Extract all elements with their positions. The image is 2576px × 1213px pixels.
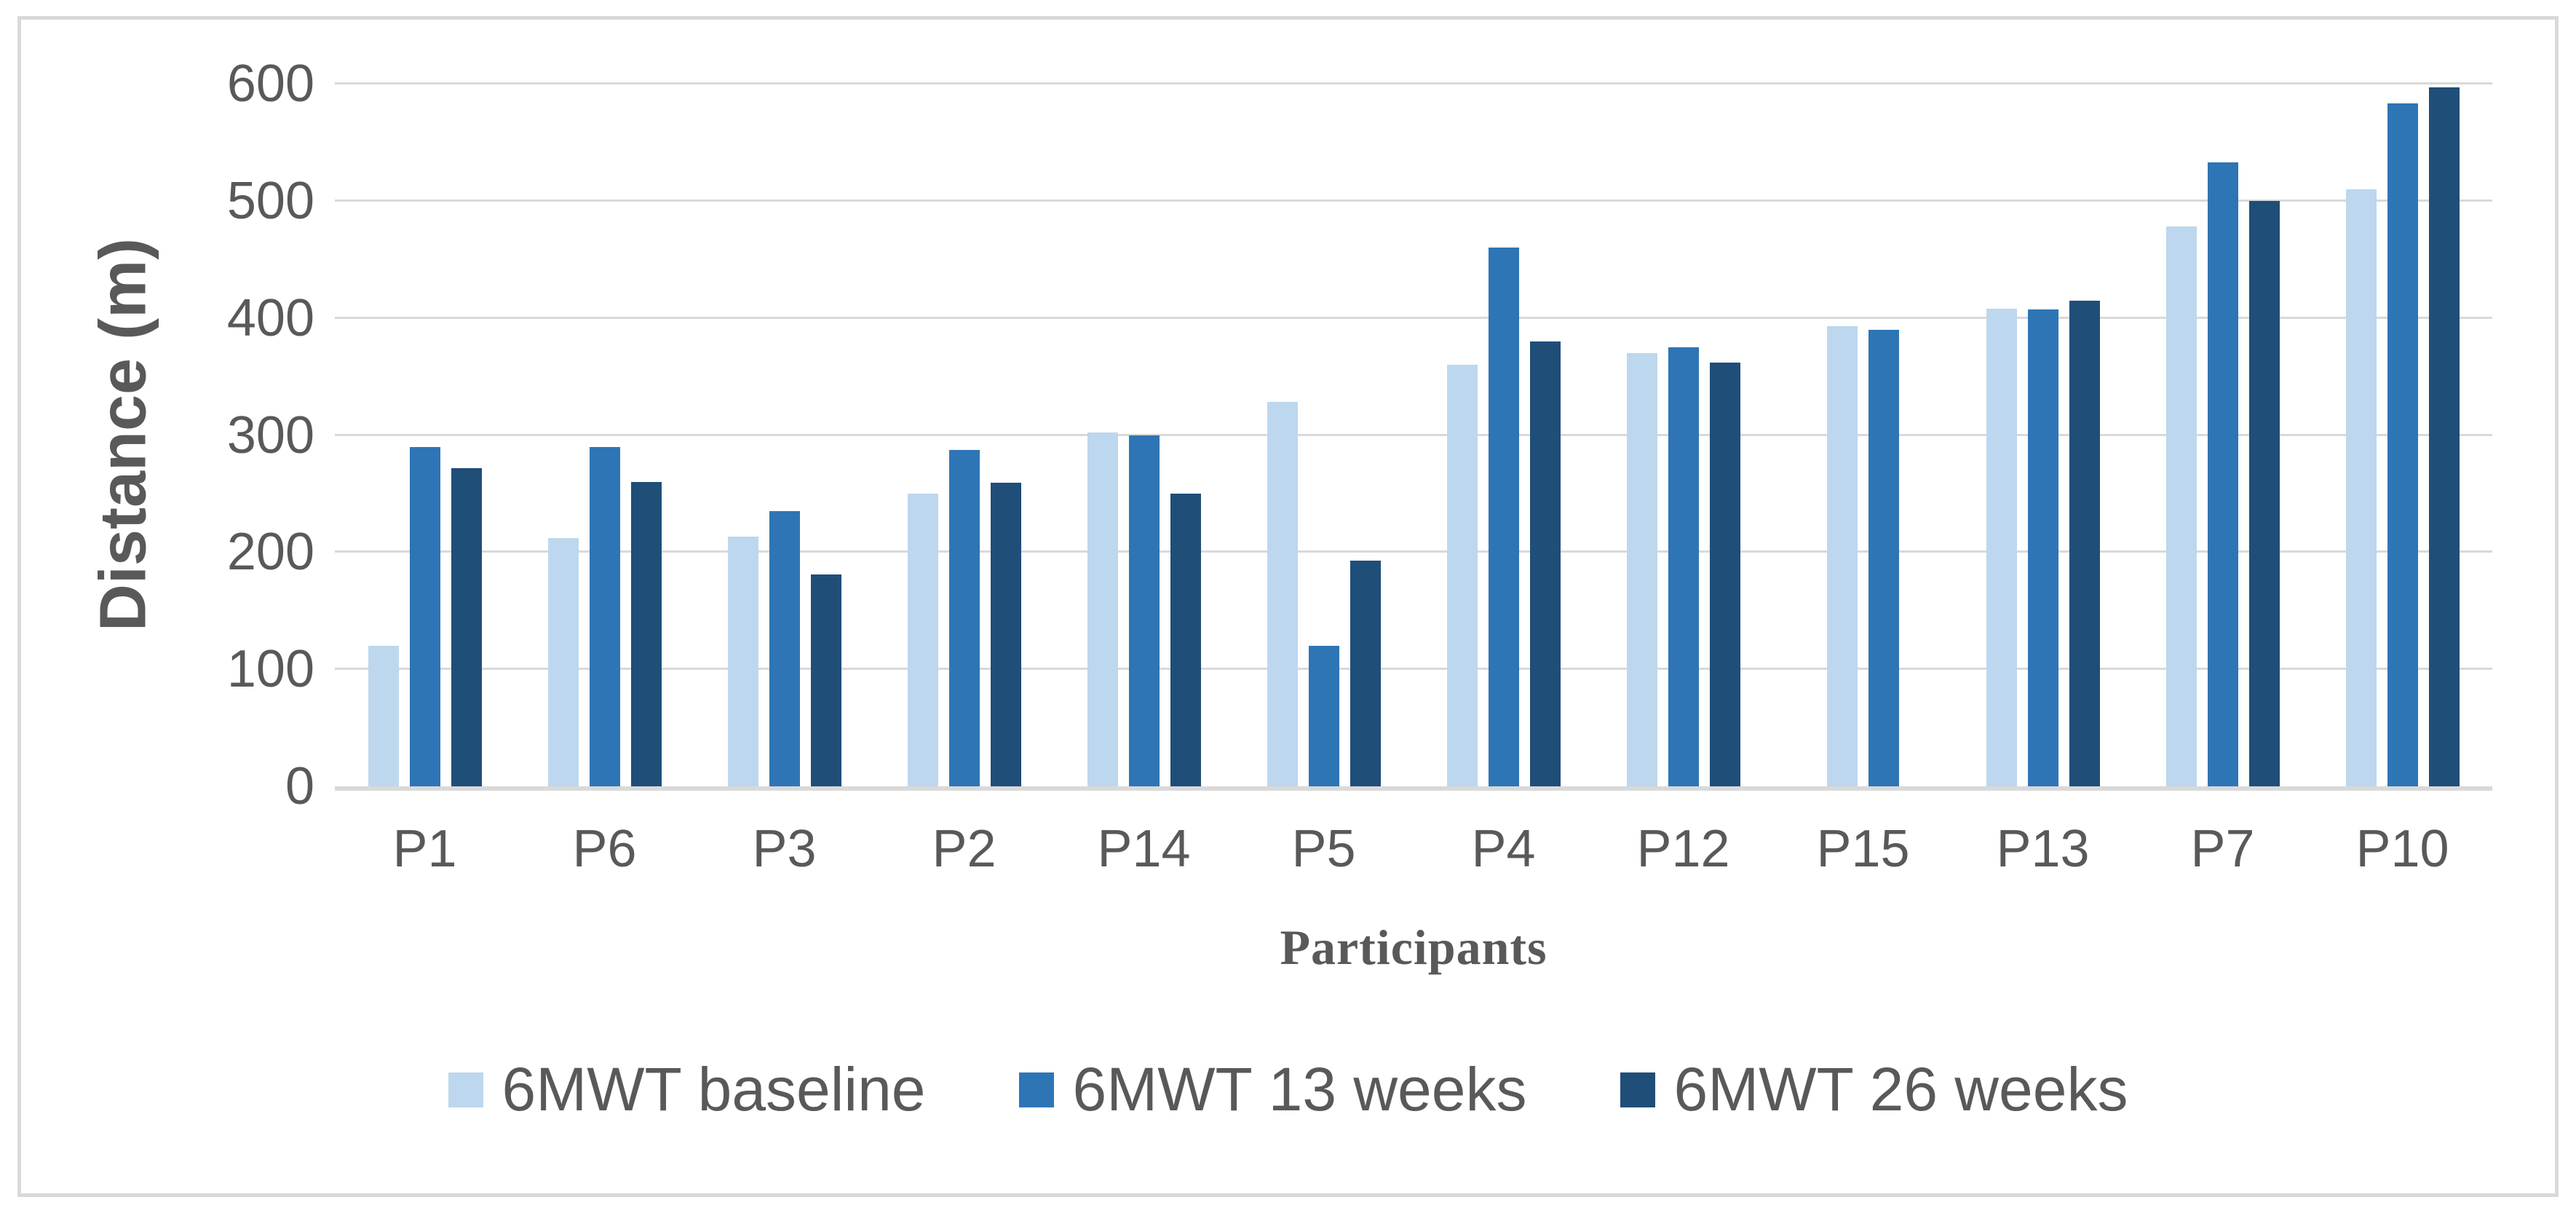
- x-tick-label-P7: P7: [2190, 820, 2255, 878]
- legend-item-6mwt-13-weeks: 6MWT 13 weeks: [1018, 1054, 1527, 1125]
- x-tick-label-P10: P10: [2355, 820, 2449, 878]
- bar-P13-6mwt-13-weeks: [2027, 309, 2058, 786]
- bar-P5-6mwt-26-weeks: [1350, 560, 1381, 786]
- x-tick-label-P4: P4: [1471, 820, 1536, 878]
- bar-P5-6mwt-13-weeks: [1308, 646, 1339, 786]
- y-tick-label-0: 0: [285, 757, 314, 815]
- bar-group-P3: [694, 84, 874, 786]
- bar-P1-6mwt-baseline: [368, 646, 399, 786]
- legend-swatch-icon: [1018, 1072, 1054, 1107]
- bar-P2-6mwt-26-weeks: [990, 483, 1021, 786]
- gridline-600: [335, 82, 2492, 84]
- bar-series-container: [335, 84, 2492, 786]
- bar-group-P4: [1414, 84, 1593, 786]
- bar-P3-6mwt-baseline: [727, 537, 758, 786]
- x-axis-title: Participants: [1280, 920, 1547, 975]
- bar-P6-6mwt-13-weeks: [589, 446, 620, 786]
- bar-P2-6mwt-baseline: [907, 493, 938, 786]
- y-tick-label-100: 100: [226, 640, 314, 699]
- legend-label: 6MWT 26 weeks: [1673, 1055, 2128, 1123]
- bar-group-P13: [1953, 84, 2133, 786]
- x-tick-label-P6: P6: [572, 820, 637, 878]
- gridline-100: [335, 668, 2492, 671]
- bar-P14-6mwt-26-weeks: [1170, 493, 1201, 786]
- bar-group-P14: [1054, 84, 1234, 786]
- x-tick-label-P13: P13: [1996, 820, 2090, 878]
- bar-P4-6mwt-26-weeks: [1529, 341, 1561, 786]
- x-tick-label-P5: P5: [1291, 820, 1356, 878]
- bar-P4-6mwt-13-weeks: [1488, 248, 1519, 786]
- bar-P1-6mwt-26-weeks: [451, 467, 482, 786]
- plot-area: [335, 82, 2492, 791]
- bar-P10-6mwt-13-weeks: [2387, 103, 2418, 786]
- x-tick-label-P1: P1: [392, 820, 457, 878]
- bar-group-P12: [1593, 84, 1773, 786]
- bar-P7-6mwt-26-weeks: [2248, 200, 2280, 786]
- gridline-200: [335, 550, 2492, 553]
- legend: 6MWT baseline 6MWT 13 weeks 6MWT 26 weeks: [0, 1054, 2576, 1125]
- bar-group-P1: [335, 84, 515, 786]
- bar-P6-6mwt-baseline: [547, 538, 579, 786]
- bar-P4-6mwt-baseline: [1446, 365, 1478, 786]
- bar-P5-6mwt-baseline: [1267, 402, 1298, 786]
- bar-group-P10: [2313, 84, 2492, 786]
- x-tick-label-P12: P12: [1636, 820, 1730, 878]
- x-tick-label-P2: P2: [932, 820, 996, 878]
- y-tick-label-600: 600: [226, 55, 314, 113]
- bar-P13-6mwt-baseline: [1986, 308, 2017, 786]
- bar-P10-6mwt-baseline: [2345, 189, 2377, 786]
- bar-group-P15: [1773, 84, 1953, 786]
- bar-P12-6mwt-13-weeks: [1668, 347, 1699, 786]
- bar-P7-6mwt-13-weeks: [2207, 162, 2238, 786]
- x-axis-line: [335, 786, 2492, 791]
- bar-P10-6mwt-26-weeks: [2428, 87, 2460, 786]
- bar-group-P7: [2133, 84, 2313, 786]
- x-axis-tick-labels: P1 P6 P3 P2 P14 P5 P4 P12 P15 P13 P7 P10: [335, 819, 2492, 879]
- x-tick-label-P14: P14: [1097, 820, 1191, 878]
- y-tick-label-400: 400: [226, 288, 314, 347]
- bar-P12-6mwt-26-weeks: [1709, 362, 1740, 786]
- legend-swatch-icon: [448, 1072, 483, 1107]
- bar-group-P2: [874, 84, 1054, 786]
- bar-P3-6mwt-26-weeks: [810, 574, 841, 786]
- y-tick-label-300: 300: [226, 406, 314, 465]
- legend-swatch-icon: [1620, 1072, 1655, 1107]
- bar-P2-6mwt-13-weeks: [948, 450, 980, 786]
- bar-P7-6mwt-baseline: [2165, 226, 2197, 786]
- gridline-300: [335, 433, 2492, 436]
- x-tick-label-P15: P15: [1816, 820, 1910, 878]
- gridline-400: [335, 316, 2492, 319]
- x-tick-label-P3: P3: [752, 820, 817, 878]
- legend-label: 6MWT baseline: [502, 1055, 926, 1123]
- bar-group-P5: [1234, 84, 1414, 786]
- bar-P14-6mwt-13-weeks: [1128, 435, 1160, 786]
- y-tick-label-200: 200: [226, 523, 314, 582]
- bar-P13-6mwt-26-weeks: [2069, 300, 2100, 786]
- bar-P15-6mwt-13-weeks: [1868, 329, 1899, 786]
- legend-label: 6MWT 13 weeks: [1072, 1055, 1527, 1123]
- gridline-500: [335, 199, 2492, 202]
- legend-item-6mwt-baseline: 6MWT baseline: [448, 1054, 926, 1125]
- bar-P1-6mwt-13-weeks: [409, 446, 440, 786]
- bar-group-P6: [515, 84, 694, 786]
- y-tick-label-500: 500: [226, 171, 314, 230]
- bar-P3-6mwt-13-weeks: [769, 511, 800, 786]
- bar-P15-6mwt-baseline: [1827, 325, 1858, 786]
- legend-item-6mwt-26-weeks: 6MWT 26 weeks: [1620, 1054, 2128, 1125]
- bar-P12-6mwt-baseline: [1626, 352, 1657, 786]
- bar-P14-6mwt-baseline: [1087, 432, 1118, 786]
- bar-P6-6mwt-26-weeks: [630, 481, 662, 786]
